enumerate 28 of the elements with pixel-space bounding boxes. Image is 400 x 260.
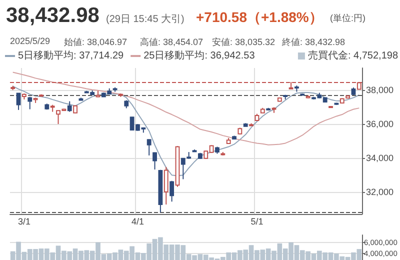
y-tick-label: 36,000 — [366, 119, 394, 130]
legend-label: 売買代金: 4,752,198 — [308, 50, 398, 62]
x-tick-label: 5/1 — [250, 216, 264, 226]
candlestick — [146, 138, 152, 156]
candlestick — [152, 152, 157, 170]
x-tick-label: 3/1 — [18, 216, 30, 226]
text: 終値: 38,432.98 — [282, 36, 346, 49]
chart-subtitle: (29日 15:45 大引) — [106, 12, 184, 26]
candlestick — [170, 180, 174, 202]
x-tick-label: 4/1 — [131, 216, 144, 226]
y-tick-label: 32,000 — [366, 186, 394, 197]
text: 高値: 38,454.07 — [140, 36, 204, 49]
chart-title: 38,432.98 — [6, 4, 100, 28]
text: +710.58（+1.88%） — [196, 9, 323, 27]
text: 2025/5/29 — [10, 36, 50, 46]
text: 安値: 38,035.32 — [212, 36, 276, 49]
line-series — [12, 72, 360, 146]
line-series — [12, 86, 360, 176]
y-tick-label: 34,000 — [366, 152, 394, 163]
legend-label: 5日移動平均: 37,714.29 — [18, 50, 124, 62]
legend-label: 25日移動平均: 36,942.53 — [144, 50, 256, 62]
candlestick — [164, 166, 168, 205]
candlestick — [28, 96, 32, 110]
candlestick — [16, 92, 21, 110]
text: 始値: 38,046.97 — [64, 36, 128, 49]
y-tick-label: 38,000 — [366, 85, 394, 96]
text: (単位:円) — [330, 12, 366, 25]
candlestick — [67, 100, 72, 112]
